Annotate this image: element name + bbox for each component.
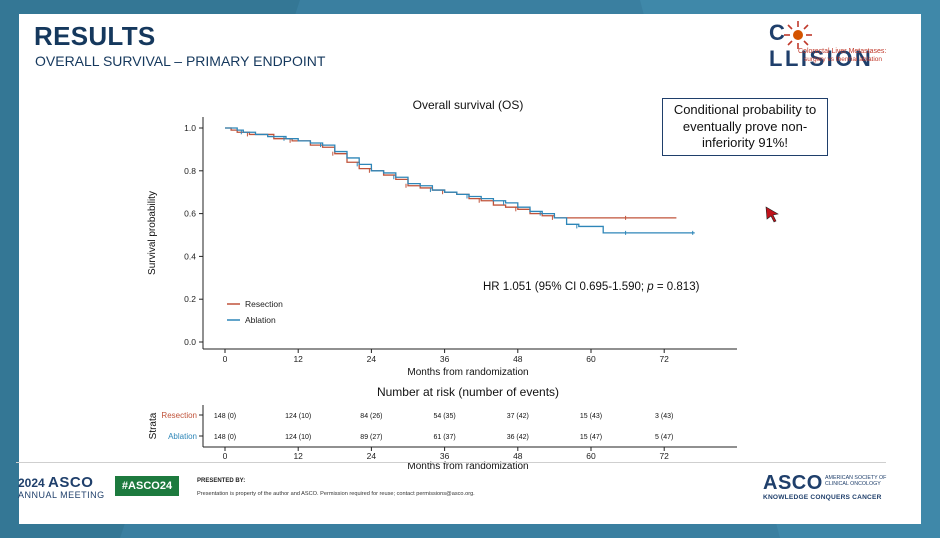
risk-row-label: Resection	[161, 411, 197, 420]
org-line-1: AMERICAN SOCIETY OF	[825, 475, 887, 481]
y-tick-label: 0.0	[184, 337, 196, 347]
risk-x-tick-label: 48	[513, 451, 523, 461]
chart-title: Overall survival (OS)	[413, 98, 524, 112]
y-tick-label: 0.8	[184, 166, 196, 176]
asco-wordmark: ASCO	[48, 474, 94, 491]
risk-cell: 15 (47)	[580, 434, 602, 441]
asco-org-name: AMERICAN SOCIETY OF CLINICAL ONCOLOGY	[825, 475, 895, 488]
presented-by-label: PRESENTED BY:	[197, 478, 246, 484]
y-tick-label: 1.0	[184, 123, 196, 133]
risk-x-tick-label: 60	[586, 451, 596, 461]
hr-p-symbol: p	[646, 281, 654, 293]
risk-cell: 148 (0)	[214, 434, 236, 441]
risk-cell: 89 (27)	[360, 434, 382, 441]
risk-cell: 124 (10)	[285, 434, 311, 441]
callout-box: Conditional probability to eventually pr…	[662, 98, 828, 156]
risk-cell: 37 (42)	[507, 413, 529, 420]
risk-cell: 124 (10)	[285, 413, 311, 420]
y-axis-label: Survival probability	[147, 191, 158, 275]
hr-text-start: HR 1.051 (95% CI 0.695-1.590;	[483, 281, 647, 293]
cursor-icon	[765, 206, 779, 223]
risk-table-x-label: Months from randomization	[407, 461, 528, 472]
x-axis-label: Months from randomization	[407, 367, 528, 378]
x-tick-label: 72	[659, 354, 669, 364]
meeting-year: 2024	[18, 476, 45, 490]
survival-curves	[225, 127, 695, 235]
logo-letter-c: C	[769, 20, 788, 45]
legend: Resection Ablation	[227, 299, 283, 325]
survival-curve-resection	[225, 127, 677, 219]
risk-cell: 84 (26)	[360, 413, 382, 420]
hr-text-end: = 0.813)	[654, 281, 700, 293]
page-subtitle: OVERALL SURVIVAL – PRIMARY ENDPOINT	[35, 53, 326, 69]
risk-table-x-ticks: 0 12 24 36 48 60 72	[223, 447, 669, 461]
annual-meeting-label: ANNUAL MEETING	[18, 490, 105, 500]
x-tick-label: 48	[513, 354, 523, 364]
sun-icon	[784, 21, 812, 49]
risk-cell: 148 (0)	[214, 413, 236, 420]
risk-table-strata-label: Strata	[148, 412, 159, 439]
risk-cell: 15 (43)	[580, 413, 602, 420]
y-tick-label: 0.6	[184, 209, 196, 219]
logo-subtitle: Colorectal Liver Metastases:	[798, 48, 887, 55]
asco-society-logo: ASCO AMERICAN SOCIETY OF CLINICAL ONCOLOG…	[763, 472, 893, 504]
risk-x-tick-label: 36	[440, 451, 450, 461]
legend-label-ablation: Ablation	[245, 315, 276, 325]
asco-right-wordmark: ASCO	[763, 472, 823, 494]
risk-cell: 3 (43)	[655, 413, 673, 420]
x-tick-label: 0	[223, 354, 228, 364]
disclaimer-text: Presentation is property of the author a…	[197, 491, 475, 497]
org-line-2: CLINICAL ONCOLOGY	[825, 481, 881, 488]
hashtag-badge: #ASCO24	[115, 476, 179, 496]
y-tick-label: 0.2	[184, 294, 196, 304]
y-axis: 0.0 0.2 0.4 0.6 0.8 1.0	[184, 123, 203, 347]
risk-table: Resection 148 (0) 124 (10) 84 (26) 54 (35) 37…	[161, 411, 673, 441]
risk-row-label: Ablation	[168, 432, 197, 441]
risk-x-tick-label: 12	[293, 451, 303, 461]
legend-label-resection: Resection	[245, 299, 283, 309]
x-tick-label: 36	[440, 354, 450, 364]
collision-logo: CLLISION Colorectal Liver Metastases: su…	[746, 18, 894, 71]
x-tick-label: 12	[293, 354, 303, 364]
x-tick-label: 24	[367, 354, 377, 364]
risk-cell: 36 (42)	[507, 434, 529, 441]
logo-letters: LLISION	[769, 46, 874, 71]
x-axis: 0 12 24 36 48 60 72	[223, 349, 669, 364]
x-tick-label: 60	[586, 354, 596, 364]
y-tick-label: 0.4	[184, 251, 196, 261]
risk-table-title: Number at risk (number of events)	[377, 385, 559, 399]
risk-cell: 54 (35)	[434, 413, 456, 420]
risk-cell: 5 (47)	[655, 434, 673, 441]
survival-curve-ablation	[225, 127, 695, 234]
asco-annual-meeting-logo: 2024 ASCO	[18, 474, 93, 491]
footer-divider	[16, 462, 886, 463]
risk-x-tick-label: 72	[659, 451, 669, 461]
page-title: RESULTS	[34, 21, 156, 51]
risk-x-tick-label: 0	[223, 451, 228, 461]
logo-subtitle-2: surgery vs thermal ablation	[804, 56, 883, 63]
asco-tagline: KNOWLEDGE CONQUERS CANCER	[763, 494, 882, 501]
logo-wordmark: CLLISION	[769, 20, 894, 72]
hazard-ratio-annotation: HR 1.051 (95% CI 0.695-1.590; p = 0.813)	[483, 281, 700, 293]
risk-cell: 61 (37)	[434, 434, 456, 441]
risk-x-tick-label: 24	[367, 451, 377, 461]
